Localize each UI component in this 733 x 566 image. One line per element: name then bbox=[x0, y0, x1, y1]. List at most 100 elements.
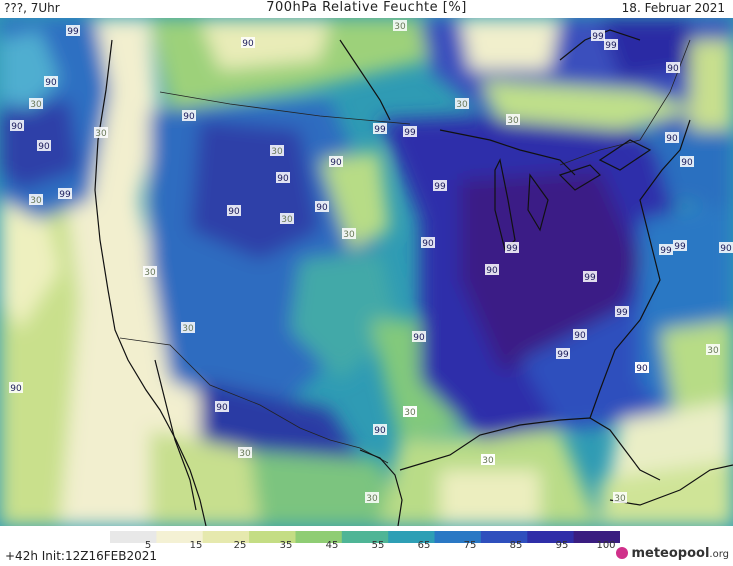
contour-label-bg bbox=[403, 126, 417, 137]
brand-suffix: .org bbox=[709, 549, 729, 560]
scale-swatch bbox=[527, 531, 575, 543]
contour-value-label: 99 bbox=[59, 190, 71, 200]
scale-tick: 85 bbox=[509, 540, 523, 551]
contour-value-label: 30 bbox=[144, 268, 156, 278]
contour-value-label: 30 bbox=[366, 494, 378, 504]
contour-label-bg bbox=[433, 180, 447, 191]
contour-label-bg bbox=[29, 194, 43, 205]
contour-value-label: 90 bbox=[216, 403, 228, 413]
contour-value-label: 90 bbox=[242, 39, 254, 49]
valid-time-label: ???, 7Uhr bbox=[4, 1, 60, 15]
contour-value-label: 99 bbox=[434, 182, 446, 192]
contour-label-bg bbox=[227, 205, 241, 216]
contour-label-bg bbox=[270, 145, 284, 156]
scale-swatch bbox=[434, 531, 482, 543]
contour-label-bg bbox=[680, 156, 694, 167]
contour-value-label: 90 bbox=[183, 112, 195, 122]
contour-value-label: 30 bbox=[394, 22, 406, 32]
contour-value-label: 99 bbox=[592, 32, 604, 42]
contour-label-bg bbox=[665, 132, 679, 143]
contour-label-bg bbox=[182, 110, 196, 121]
contour-label-bg bbox=[238, 447, 252, 458]
scale-tick: 75 bbox=[463, 540, 477, 551]
contour-value-label: 30 bbox=[614, 494, 626, 504]
scale-swatch bbox=[295, 531, 343, 543]
contour-value-label: 30 bbox=[707, 346, 719, 356]
contour-value-label: 90 bbox=[574, 331, 586, 341]
contour-label-bg bbox=[556, 348, 570, 359]
contour-value-label: 30 bbox=[343, 230, 355, 240]
color-scale-bar bbox=[110, 528, 621, 547]
contour-value-label: 99 bbox=[67, 27, 79, 37]
contour-value-label: 30 bbox=[30, 196, 42, 206]
logo-icon bbox=[616, 547, 629, 559]
contour-label-bg bbox=[635, 362, 649, 373]
contour-label-bg bbox=[66, 25, 80, 36]
contour-label-bg bbox=[58, 188, 72, 199]
scale-tick: 25 bbox=[233, 540, 247, 551]
contour-value-label: 99 bbox=[374, 125, 386, 135]
contour-value-label: 90 bbox=[636, 364, 648, 374]
contour-label-bg bbox=[481, 454, 495, 465]
contour-label-bg bbox=[181, 322, 195, 333]
contour-value-label: 30 bbox=[507, 116, 519, 126]
contour-label-bg bbox=[215, 401, 229, 412]
contour-label-bg bbox=[666, 62, 680, 73]
contour-label-bg bbox=[10, 120, 24, 131]
contour-value-label: 30 bbox=[271, 147, 283, 157]
contour-value-label: 90 bbox=[720, 244, 732, 254]
contour-value-label: 99 bbox=[660, 246, 672, 256]
contour-label-bg bbox=[604, 39, 618, 50]
contour-value-label: 30 bbox=[239, 449, 251, 459]
scale-swatch bbox=[573, 531, 621, 543]
border-lines bbox=[119, 39, 691, 464]
contour-value-label: 90 bbox=[374, 426, 386, 436]
contour-label-bg bbox=[505, 242, 519, 253]
contour-value-label: 90 bbox=[45, 78, 57, 88]
scale-tick: 100 bbox=[596, 540, 616, 551]
contour-value-label: 99 bbox=[557, 350, 569, 360]
contour-value-label: 99 bbox=[584, 273, 596, 283]
scale-tick: 95 bbox=[555, 540, 569, 551]
brand-logo[interactable]: meteopool.org bbox=[616, 546, 729, 561]
contour-label-bg bbox=[315, 201, 329, 212]
contour-label-bg bbox=[583, 271, 597, 282]
scale-tick: 35 bbox=[279, 540, 293, 551]
contour-value-label: 90 bbox=[413, 333, 425, 343]
coastlines bbox=[94, 29, 733, 526]
contour-label-bg bbox=[342, 228, 356, 239]
contour-value-label: 90 bbox=[330, 158, 342, 168]
contour-label-bg bbox=[37, 140, 51, 151]
scale-swatch bbox=[341, 531, 389, 543]
scale-swatch bbox=[202, 531, 250, 543]
contour-value-label: 90 bbox=[277, 174, 289, 184]
scale-tick: 55 bbox=[371, 540, 385, 551]
contour-value-label: 99 bbox=[605, 41, 617, 51]
scale-tick: 45 bbox=[325, 540, 339, 551]
contour-label-bg bbox=[29, 98, 43, 109]
contour-label-bg bbox=[393, 20, 407, 31]
map-title: 700hPa Relative Feuchte [%] bbox=[266, 0, 467, 15]
contour-label-bg bbox=[94, 127, 108, 138]
color-scale-gradient bbox=[110, 531, 621, 543]
contour-value-label: 90 bbox=[10, 384, 22, 394]
contour-value-label: 30 bbox=[30, 100, 42, 110]
contour-value-label: 90 bbox=[38, 142, 50, 152]
contour-value-label: 30 bbox=[404, 408, 416, 418]
contour-label-bg bbox=[706, 344, 720, 355]
contour-value-label: 90 bbox=[422, 239, 434, 249]
humidity-field bbox=[0, 18, 733, 526]
contour-label-bg bbox=[365, 492, 379, 503]
contour-value-label: 90 bbox=[316, 203, 328, 213]
contour-value-label: 90 bbox=[11, 122, 23, 132]
scale-swatch bbox=[110, 531, 157, 543]
contour-value-label: 99 bbox=[674, 242, 686, 252]
contour-label-bg bbox=[44, 76, 58, 87]
contour-label-bg bbox=[143, 266, 157, 277]
contour-label-bg bbox=[506, 114, 520, 125]
contour-label-bg bbox=[9, 382, 23, 393]
contour-label-bg bbox=[373, 424, 387, 435]
contour-label-bg bbox=[276, 172, 290, 183]
contour-value-label: 30 bbox=[281, 215, 293, 225]
